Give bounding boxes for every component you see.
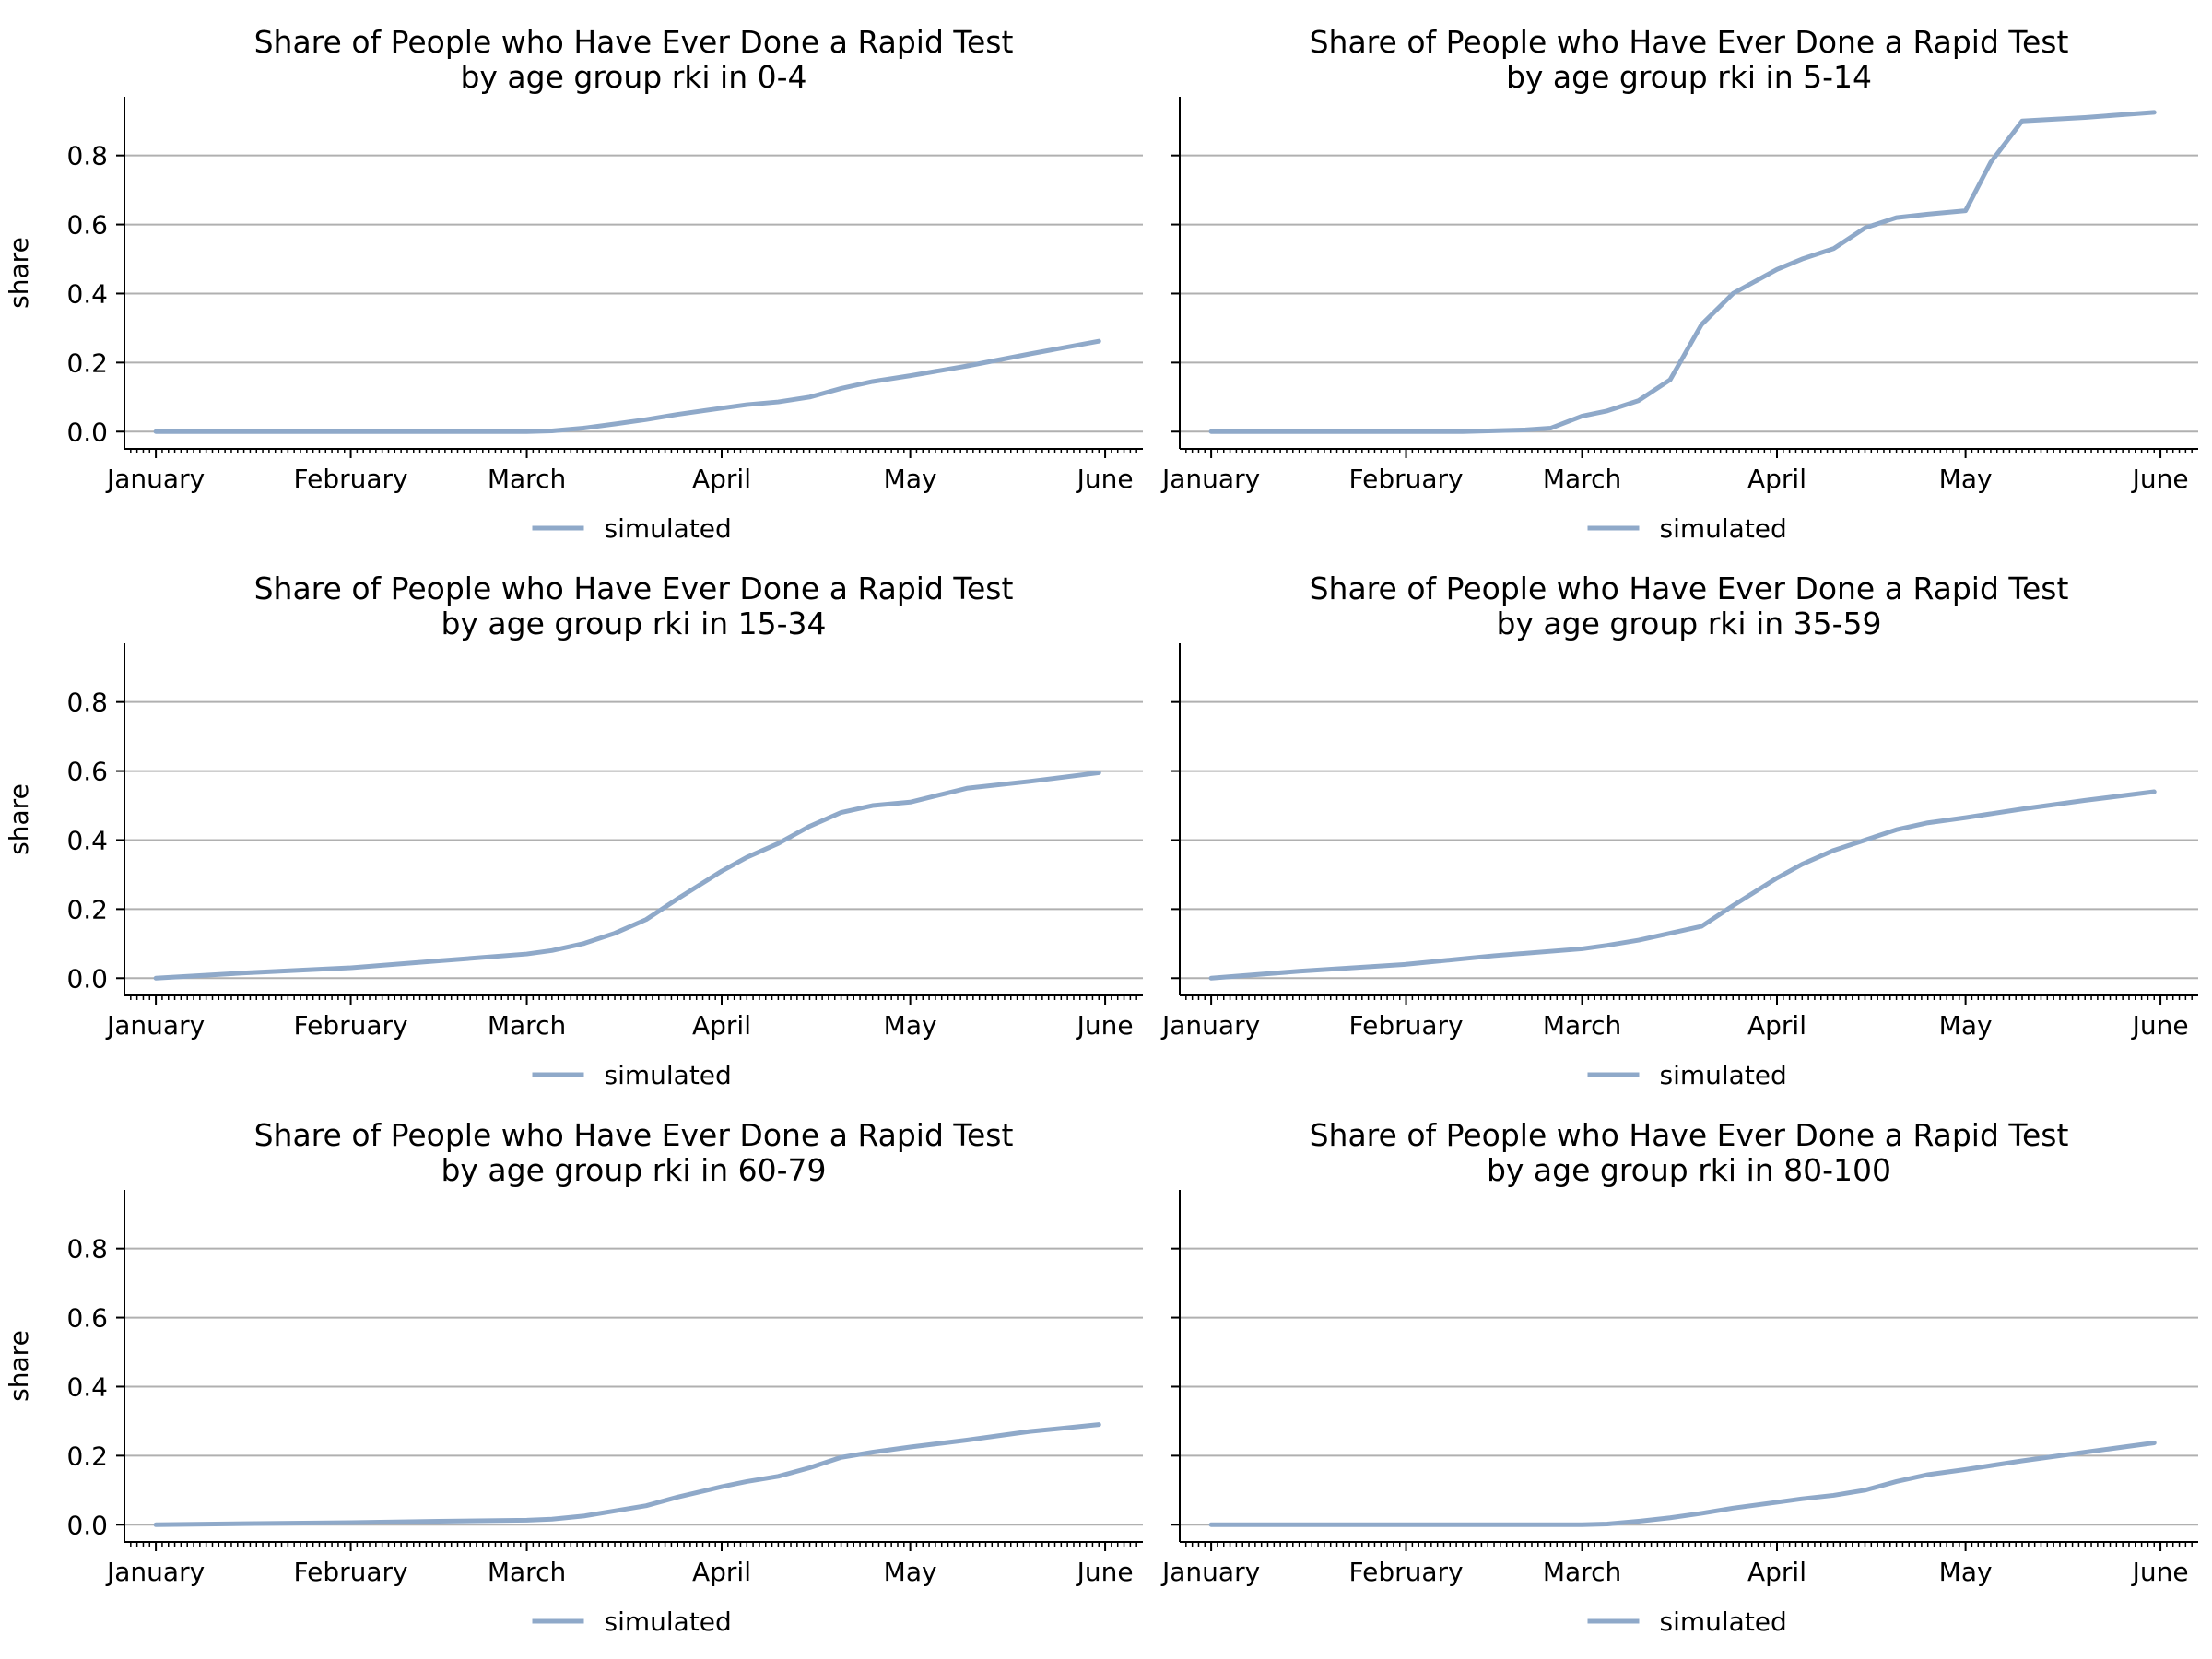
legend: simulated — [532, 513, 732, 544]
legend-label: simulated — [1660, 1606, 1787, 1637]
y-tick-label: 0.0 — [66, 1510, 108, 1540]
y-tick-label: 0.2 — [66, 347, 108, 378]
x-tick-label: February — [1349, 1557, 1464, 1587]
series-line-simulated — [153, 1422, 1101, 1527]
legend: simulated — [532, 1606, 732, 1637]
y-tick-label: 0.8 — [66, 1234, 108, 1265]
y-tick-label: 0.0 — [66, 417, 108, 447]
x-tick-label: February — [1349, 464, 1464, 494]
x-tick-label: June — [1076, 1557, 1134, 1587]
series-line-simulated — [1208, 1441, 2157, 1527]
x-tick-label: May — [1939, 1557, 1993, 1587]
subplot-4: Share of People who Have Ever Done a Rap… — [4, 1117, 1143, 1637]
legend: simulated — [1587, 1606, 1787, 1637]
x-tick-label: June — [2131, 1557, 2189, 1587]
x-tick-label: June — [2131, 1010, 2189, 1041]
y-tick-label: 0.6 — [66, 1303, 108, 1334]
x-tick-label: April — [1747, 464, 1806, 494]
x-tick-label: January — [1160, 1010, 1260, 1041]
x-tick-label: March — [1543, 1557, 1621, 1587]
chart-title: Share of People who Have Ever Done a Rap… — [1310, 1117, 2069, 1188]
chart-title: Share of People who Have Ever Done a Rap… — [1310, 571, 2069, 641]
series-line-simulated — [1208, 110, 2157, 434]
legend: simulated — [1587, 1060, 1787, 1090]
chart-title: Share of People who Have Ever Done a Rap… — [254, 1117, 1014, 1188]
x-tick-label: February — [294, 1557, 408, 1587]
chart-title: Share of People who Have Ever Done a Rap… — [254, 24, 1014, 95]
x-tick-label: May — [884, 1010, 937, 1041]
subplot-0: Share of People who Have Ever Done a Rap… — [4, 24, 1143, 544]
x-tick-label: May — [1939, 1010, 1993, 1041]
x-tick-label: April — [1747, 1010, 1806, 1041]
y-axis-label: share — [4, 237, 34, 309]
x-tick-label: April — [692, 464, 751, 494]
legend: simulated — [1587, 513, 1787, 544]
x-tick-label: April — [1747, 1557, 1806, 1587]
y-tick-label: 0.4 — [66, 278, 108, 309]
x-tick-label: March — [1543, 1010, 1621, 1041]
x-tick-label: March — [488, 464, 566, 494]
chart-title: Share of People who Have Ever Done a Rap… — [254, 571, 1014, 641]
x-tick-label: January — [105, 1557, 205, 1587]
x-tick-label: May — [884, 1557, 937, 1587]
subplot-1: Share of People who Have Ever Done a Rap… — [1160, 24, 2198, 544]
series-line-simulated — [1208, 789, 2157, 981]
y-tick-label: 0.6 — [66, 210, 108, 241]
x-tick-label: February — [294, 464, 408, 494]
x-tick-label: February — [1349, 1010, 1464, 1041]
y-tick-label: 0.8 — [66, 688, 108, 718]
y-axis-label: share — [4, 783, 34, 855]
x-tick-label: April — [692, 1557, 751, 1587]
x-tick-label: January — [105, 464, 205, 494]
legend-label: simulated — [605, 513, 732, 544]
y-tick-label: 0.2 — [66, 1441, 108, 1471]
y-tick-label: 0.0 — [66, 963, 108, 994]
legend: simulated — [532, 1060, 732, 1090]
series-line-simulated — [153, 770, 1101, 981]
x-tick-label: May — [1939, 464, 1993, 494]
x-tick-label: March — [488, 1557, 566, 1587]
x-tick-label: January — [1160, 464, 1260, 494]
series-line-simulated — [153, 338, 1101, 434]
x-tick-label: March — [488, 1010, 566, 1041]
x-tick-label: January — [1160, 1557, 1260, 1587]
x-tick-label: April — [692, 1010, 751, 1041]
y-tick-label: 0.4 — [66, 825, 108, 855]
y-tick-label: 0.6 — [66, 757, 108, 787]
subplot-2: Share of People who Have Ever Done a Rap… — [4, 571, 1143, 1090]
y-tick-label: 0.4 — [66, 1371, 108, 1402]
y-axis-label: share — [4, 1330, 34, 1402]
x-tick-label: March — [1543, 464, 1621, 494]
legend-label: simulated — [1660, 513, 1787, 544]
x-tick-label: June — [1076, 1010, 1134, 1041]
legend-label: simulated — [605, 1060, 732, 1090]
y-tick-label: 0.2 — [66, 894, 108, 924]
x-tick-label: June — [1076, 464, 1134, 494]
x-tick-label: May — [884, 464, 937, 494]
x-tick-label: June — [2131, 464, 2189, 494]
x-tick-label: January — [105, 1010, 205, 1041]
legend-label: simulated — [605, 1606, 732, 1637]
subplot-3: Share of People who Have Ever Done a Rap… — [1160, 571, 2198, 1090]
legend-label: simulated — [1660, 1060, 1787, 1090]
subplot-5: Share of People who Have Ever Done a Rap… — [1160, 1117, 2198, 1637]
x-tick-label: February — [294, 1010, 408, 1041]
y-tick-label: 0.8 — [66, 141, 108, 171]
chart-title: Share of People who Have Ever Done a Rap… — [1310, 24, 2069, 95]
